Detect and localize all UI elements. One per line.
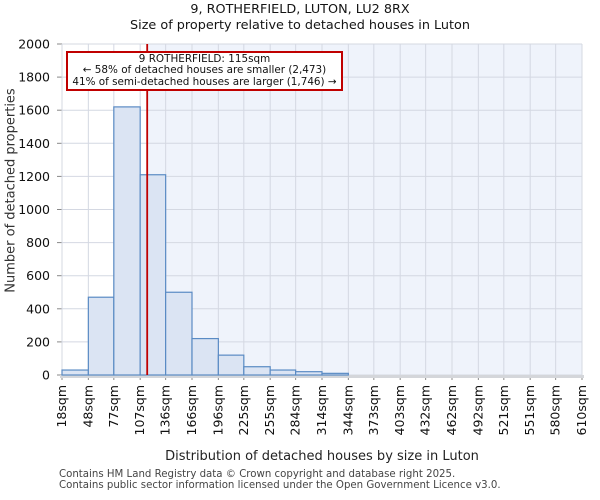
y-tick-label: 0 xyxy=(42,368,50,383)
x-tick-label: 521sqm xyxy=(496,385,511,435)
x-tick-label: 373sqm xyxy=(366,385,381,435)
footer-line-hm-land-registry: Contains HM Land Registry data © Crown c… xyxy=(59,469,456,480)
histogram-bar xyxy=(217,354,245,376)
x-tick-label: 77sqm xyxy=(106,385,121,428)
x-tick-label: 551sqm xyxy=(522,385,537,435)
x-tick-label: 432sqm xyxy=(418,385,433,435)
histogram-bar xyxy=(61,369,89,376)
histogram-bar xyxy=(165,291,193,376)
x-tick-label: 610sqm xyxy=(574,385,589,435)
y-tick-label: 600 xyxy=(26,268,50,283)
histogram-bar xyxy=(269,369,297,376)
x-tick-label: 166sqm xyxy=(184,385,199,435)
histogram-bar xyxy=(139,174,167,376)
x-tick-label: 18sqm xyxy=(54,385,69,428)
x-tick-label: 107sqm xyxy=(132,385,147,435)
y-tick-label: 1000 xyxy=(18,202,50,217)
histogram-bar xyxy=(87,296,115,376)
x-tick-label: 284sqm xyxy=(288,385,303,435)
y-tick-label: 1200 xyxy=(18,169,50,184)
y-tick-label: 1600 xyxy=(18,103,50,118)
x-tick-label: 48sqm xyxy=(80,385,95,428)
y-tick-label: 1800 xyxy=(18,70,50,85)
histogram-bar xyxy=(191,337,219,376)
y-tick-label: 1400 xyxy=(18,136,50,151)
x-axis-title: Distribution of detached houses by size … xyxy=(165,449,479,464)
x-tick-label: 255sqm xyxy=(262,385,277,435)
histogram-bar xyxy=(295,371,323,376)
figure-title: 9, ROTHERFIELD, LUTON, LU2 8RX xyxy=(190,2,410,17)
x-tick-label: 462sqm xyxy=(444,385,459,435)
annotation-property-label: 9 ROTHERFIELD: 115sqm xyxy=(138,53,271,65)
y-tick-label: 2000 xyxy=(18,37,50,52)
footer-line-open-government: Contains public sector information licen… xyxy=(59,479,501,491)
histogram-bar xyxy=(113,106,141,376)
histogram-bar xyxy=(321,372,349,376)
histogram-bar xyxy=(243,366,271,376)
annotation-smaller-stat: ← 58% of detached houses are smaller (2,… xyxy=(82,64,327,77)
y-tick-label: 800 xyxy=(26,235,50,250)
x-tick-label: 196sqm xyxy=(210,385,225,435)
x-tick-label: 580sqm xyxy=(548,385,563,435)
annotation-larger-stat: 41% of semi-detached houses are larger (… xyxy=(72,75,337,88)
license-footer: Contains HM Land Registry data © Crown c… xyxy=(59,469,599,492)
x-tick-label: 492sqm xyxy=(470,385,485,435)
y-tick-label: 400 xyxy=(26,301,50,316)
property-annotation-callout: 9 ROTHERFIELD: 115sqm ← 58% of detached … xyxy=(66,51,343,91)
y-axis-title: Number of detached properties xyxy=(3,88,19,293)
x-tick-label: 403sqm xyxy=(392,385,407,435)
x-tick-label: 225sqm xyxy=(236,385,251,435)
x-tick-label: 314sqm xyxy=(314,385,329,435)
figure-subtitle: Size of property relative to detached ho… xyxy=(130,18,470,33)
x-tick-label: 344sqm xyxy=(340,385,355,435)
y-tick-label: 200 xyxy=(26,334,50,349)
x-tick-label: 136sqm xyxy=(158,385,173,435)
